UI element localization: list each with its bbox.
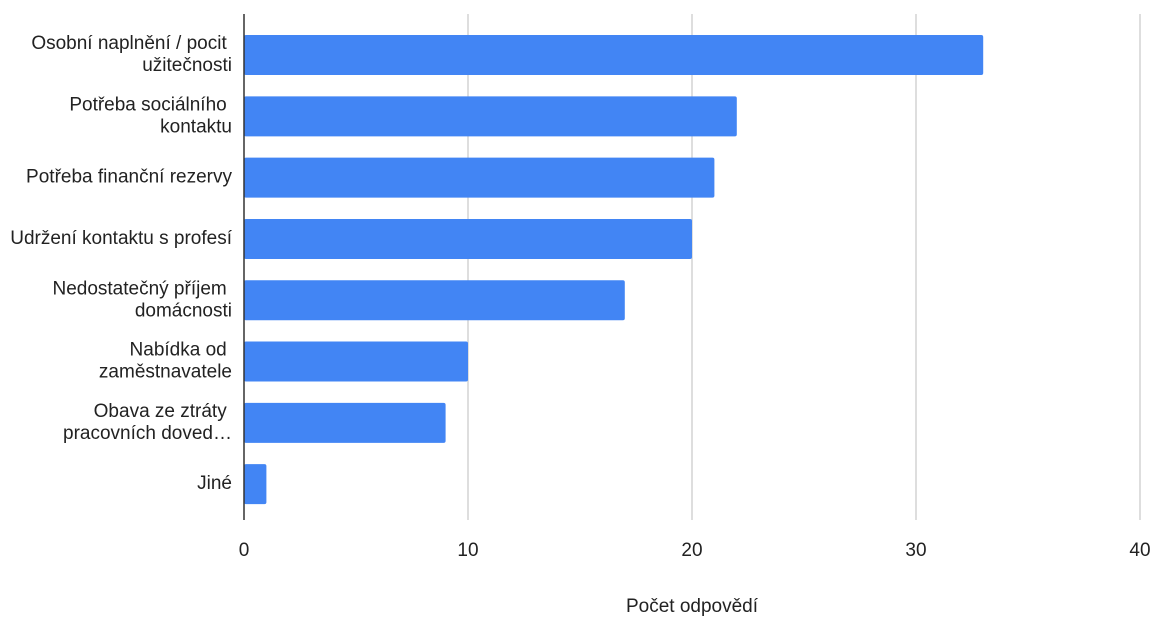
y-tick-label: Nedostatečný příjem domácnosti [52,278,232,321]
y-tick-label: Potřeba finanční rezervy [26,167,232,188]
y-tick-label: Udržení kontaktu s profesí [10,228,232,249]
x-tick-label: 30 [905,540,926,561]
x-axis-title: Počet odpovědí [626,596,759,617]
bar [244,218,692,259]
y-tick-label: Potřeba sociálního kontaktu [69,94,232,137]
bar [244,96,737,137]
y-tick-label: Nabídka od zaměstnavatele [99,340,232,383]
y-tick-label: Obava ze ztráty pracovních doved… [63,401,232,444]
bar [244,464,267,505]
y-tick-label: Jiné [197,473,232,494]
y-tick-label: Osobní naplnění / pocit užitečnosti [31,33,232,76]
x-tick-label: 40 [1129,540,1150,561]
bar [244,402,446,443]
bar [244,35,984,76]
x-tick-label: 10 [457,540,478,561]
x-tick-label: 0 [239,540,250,561]
bar [244,157,715,198]
bar [244,341,468,382]
x-tick-label: 20 [681,540,702,561]
bar [244,280,625,321]
